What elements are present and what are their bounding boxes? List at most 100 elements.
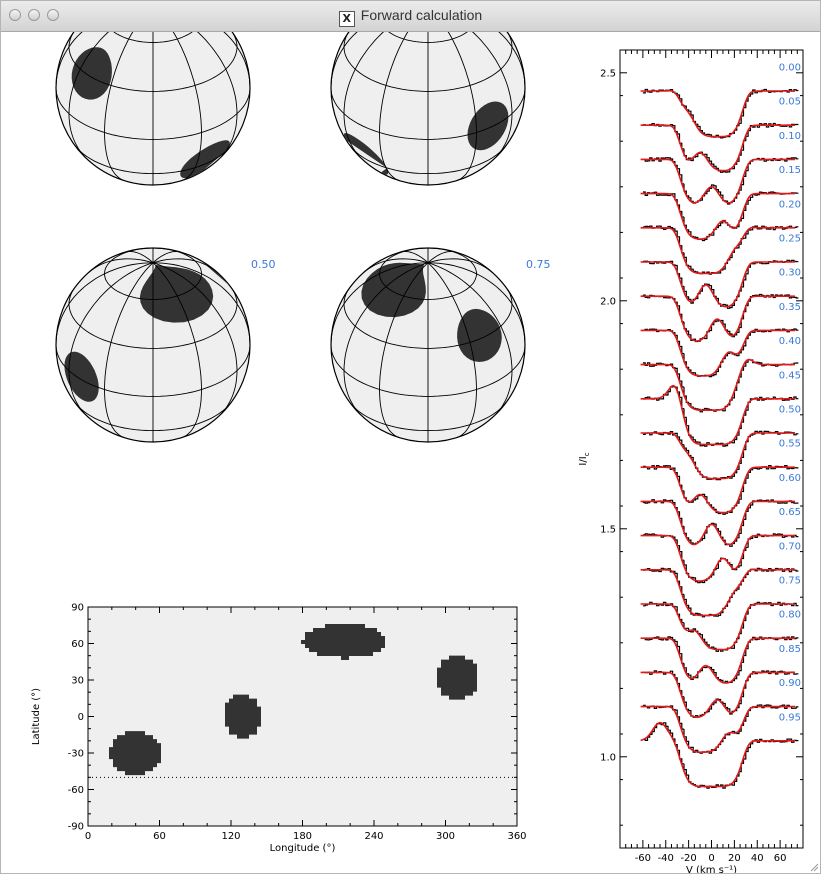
globe-meridian <box>427 258 494 274</box>
globe-meridian <box>343 32 384 158</box>
globe-graticule <box>55 32 251 185</box>
profile-phase-label: 0.90 <box>779 678 801 689</box>
line-profile-plot: 0.00 0.05 0.10 0.15 0.20 0.25 0.30 0.35 0.40 0.45… <box>578 49 804 873</box>
observed-profile-0.85 <box>642 670 799 718</box>
zoom-button[interactable] <box>47 9 59 21</box>
model-profile-0.15 <box>640 192 795 240</box>
profile-phase-label: 0.05 <box>779 97 801 108</box>
observed-profile-0.65 <box>642 533 799 584</box>
map-ytick-label: 90 <box>71 603 84 614</box>
profile-phase-label: 0.15 <box>779 165 801 176</box>
model-profile-0.40 <box>640 358 795 411</box>
model-profile-0.90 <box>640 705 795 753</box>
globe-spot-3 <box>71 47 112 100</box>
globe-meridian <box>152 262 202 439</box>
profile-ylabel-subscript: c <box>583 452 591 456</box>
observed-profile-0.20 <box>642 225 799 275</box>
map-ylabel: Latitude (°) <box>31 688 42 745</box>
observed-profile-0.10 <box>642 157 799 205</box>
globe-meridian <box>427 262 526 341</box>
globe-meridian <box>152 251 180 264</box>
profile-phase-label: 0.55 <box>779 439 801 450</box>
model-profile-0.35 <box>640 329 795 377</box>
model-profile-0.20 <box>640 226 795 275</box>
map-xtick-label: 60 <box>153 831 166 842</box>
profile-phase-label: 0.25 <box>779 234 801 245</box>
profile-phase-label: 0.10 <box>779 131 801 142</box>
map-xlabel: Longitude (°) <box>270 843 336 854</box>
map-ytick-label: -60 <box>68 785 84 796</box>
window-title-wrap: X Forward calculation <box>1 7 820 27</box>
map-background <box>88 607 517 826</box>
profile-phase-label: 0.70 <box>779 541 801 552</box>
map-xtick-label: 300 <box>436 831 455 842</box>
profile-phase-label: 0.85 <box>779 644 801 655</box>
globe-phase-label: 0.75 <box>526 258 551 271</box>
globe-meridian <box>379 32 409 182</box>
globe-meridian <box>401 251 429 264</box>
globe-meridian <box>362 258 429 274</box>
profile-phase-label: 0.40 <box>779 336 801 347</box>
plot-canvas: 0.000.250.500.75 060120180240300360-90-6… <box>31 32 804 873</box>
globe-parallel <box>343 288 513 349</box>
map-spot-2 <box>301 624 385 661</box>
map-xtick-label: 180 <box>293 831 312 842</box>
observed-profile-0.80 <box>642 636 799 684</box>
globe-meridian <box>68 32 109 158</box>
globe-graticule <box>55 247 251 442</box>
profile-xtick-label: -20 <box>680 853 696 864</box>
globe-phase-label: 0.50 <box>251 258 276 271</box>
globe-meridian <box>427 262 513 415</box>
globe-meridian <box>152 258 219 274</box>
profile-xtick-label: 0 <box>708 853 714 864</box>
profile-phase-label: 0.60 <box>779 473 801 484</box>
globe-meridian <box>152 262 238 415</box>
profile-phase-label: 0.75 <box>779 576 801 587</box>
model-profile-0.55 <box>640 466 795 514</box>
resize-grip-icon[interactable] <box>809 862 819 872</box>
title-bar[interactable]: X Forward calculation <box>1 1 820 32</box>
profile-frame <box>619 49 804 849</box>
globe-0: 0.00 <box>55 32 251 186</box>
model-profile-0.45 <box>640 384 795 446</box>
globe-meridian <box>330 32 358 89</box>
model-profile-0.70 <box>640 568 795 617</box>
profile-xlabel: V (km s⁻¹) <box>686 865 737 873</box>
globe-meridian <box>87 258 154 274</box>
close-button[interactable] <box>9 9 21 21</box>
profile-ytick-label: 1.0 <box>600 752 616 763</box>
globe-panels: 0.00 0.25 0.50 0.75 <box>55 32 551 443</box>
observed-profile-0.50 <box>642 430 799 481</box>
observed-profile-0.15 <box>642 191 799 242</box>
globe-meridian <box>427 262 477 439</box>
map-spot-1 <box>225 694 261 739</box>
map-ytick-label: 30 <box>71 676 84 687</box>
observed-profile-0.95 <box>642 722 799 789</box>
globe-meridian <box>343 262 429 415</box>
globe-meridian <box>152 262 251 346</box>
globe-meridian <box>126 251 154 264</box>
globe-parallel <box>74 145 232 175</box>
profile-phase-label: 0.65 <box>779 507 801 518</box>
globe-spot-1 <box>64 351 99 402</box>
model-profile-0.80 <box>640 637 795 684</box>
window-title: Forward calculation <box>360 7 483 23</box>
globe-parallel <box>343 32 513 92</box>
map-xtick-label: 240 <box>364 831 383 842</box>
model-profile-0.05 <box>640 124 795 172</box>
observed-profile-0.25 <box>642 259 799 309</box>
map-spot-3 <box>437 655 477 700</box>
minimize-button[interactable] <box>28 9 40 21</box>
globe-spot-1 <box>467 101 509 151</box>
globe-spot-3 <box>457 308 502 362</box>
globe-parallel <box>55 89 251 140</box>
latitude-longitude-map: 0 60 120 180 240 300 360 -90 -60 -30 0 30 60 90 Longit… <box>31 603 527 855</box>
map-ytick-label: -30 <box>68 749 84 760</box>
globe-meridian <box>330 262 429 346</box>
globe-meridian <box>197 32 238 158</box>
model-profile-0.95 <box>640 721 795 788</box>
globe-graticule <box>330 247 526 442</box>
map-xtick-label: 0 <box>85 831 91 842</box>
observed-profile-0.45 <box>642 386 799 447</box>
